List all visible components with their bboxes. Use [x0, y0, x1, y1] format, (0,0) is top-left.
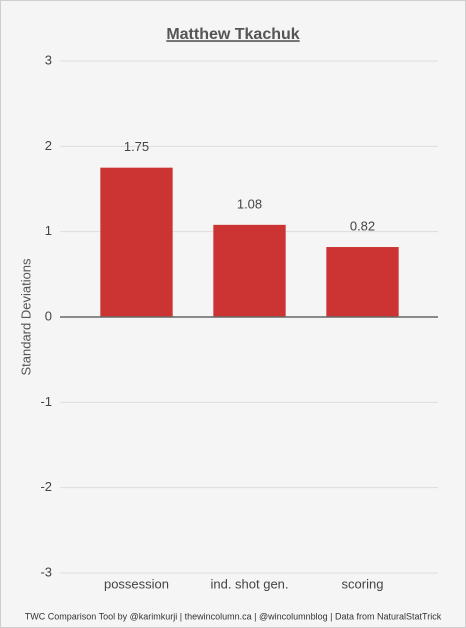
- y-tick-label: 3: [45, 52, 52, 67]
- x-tick-label: ind. shot gen.: [210, 576, 288, 591]
- bar: [326, 247, 399, 317]
- bar: [100, 167, 173, 317]
- x-tick-label: scoring: [342, 576, 384, 591]
- y-tick-label: 0: [45, 308, 52, 323]
- y-tick-label: 2: [45, 138, 52, 153]
- chart-title: Matthew Tkachuk: [166, 26, 299, 43]
- footer: TWC Comparison Tool by @karimkurji | the…: [25, 611, 442, 621]
- y-axis-label: Standard Deviations: [18, 258, 33, 376]
- y-tick-label: 1: [45, 223, 52, 238]
- data-label: 0.82: [350, 218, 375, 233]
- data-label: 1.08: [237, 196, 262, 211]
- x-tick-label: possession: [104, 576, 169, 591]
- bar: [213, 224, 286, 317]
- y-tick-label: -1: [40, 394, 52, 409]
- data-label: 1.75: [124, 139, 149, 154]
- y-tick-label: -3: [40, 564, 52, 579]
- y-tick-label: -2: [40, 479, 52, 494]
